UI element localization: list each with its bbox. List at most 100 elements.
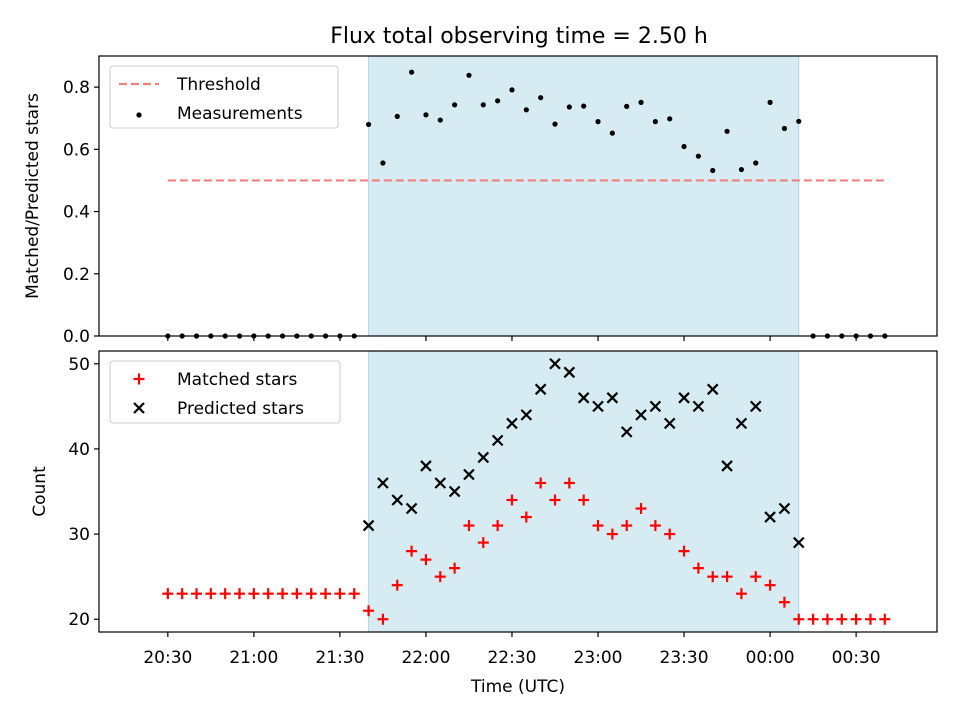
ratio-axes-frame bbox=[98, 55, 938, 337]
legend-label: Matched stars bbox=[177, 370, 297, 390]
ratio-y-axis-label: Matched/Predicted stars bbox=[23, 93, 43, 299]
x-tick-label: 21:30 bbox=[315, 648, 364, 668]
x-tick-label: 23:00 bbox=[574, 648, 623, 668]
measurement-point bbox=[767, 99, 773, 105]
y-tick-label: 0.8 bbox=[63, 78, 90, 98]
measurement-point bbox=[638, 99, 644, 105]
count-panel: 20 30 40 50 20:30 21:00 21:30 22:00 22:30 23:00 23… bbox=[30, 350, 938, 697]
x-tick-label: 20:30 bbox=[143, 648, 192, 668]
measurement-point bbox=[710, 167, 716, 174]
measurement-point bbox=[452, 102, 458, 108]
measurement-point bbox=[753, 160, 759, 166]
ratio-panel: 0.00.20.40.60.8 Matched/Predicted stars … bbox=[23, 55, 938, 347]
legend-predicted-key-b bbox=[133, 402, 145, 414]
observing-window-span-bottom bbox=[368, 351, 799, 632]
predicted-star-point-b bbox=[520, 409, 533, 421]
predicted-star-point-b bbox=[534, 383, 547, 396]
y-tick-label: 20 bbox=[68, 610, 90, 630]
legend-label: Threshold bbox=[176, 75, 261, 95]
measurement-point bbox=[423, 112, 429, 118]
measurement-point bbox=[409, 69, 415, 75]
ratio-axes-ticks: 0.0 0.2 0.4 0.6 0.8 bbox=[63, 78, 857, 347]
predicted-star-point-b bbox=[663, 417, 676, 430]
measurement-point bbox=[495, 98, 501, 104]
y-tick-label: 0.2 bbox=[63, 265, 90, 285]
count-plot-area bbox=[162, 351, 891, 632]
measurement-point bbox=[624, 103, 630, 109]
x-tick-label: 22:00 bbox=[401, 648, 450, 668]
predicted-star-point-b bbox=[721, 460, 733, 472]
legend-label: Predicted stars bbox=[177, 399, 304, 419]
predicted-star-point-b bbox=[706, 383, 719, 396]
measurement-point bbox=[695, 153, 701, 159]
predicted-star-point-b bbox=[592, 400, 604, 413]
x-tick-label: 23:30 bbox=[660, 648, 709, 668]
x-tick-label: 21:00 bbox=[229, 648, 278, 668]
x-tick-label: 00:30 bbox=[832, 648, 881, 668]
predicted-star-point-b bbox=[405, 502, 418, 515]
measurement-point bbox=[609, 130, 615, 136]
measurement-point bbox=[552, 121, 558, 127]
chart-title: Flux total observing time = 2.50 h bbox=[330, 24, 708, 49]
predicted-star-point-b bbox=[749, 400, 762, 413]
x-tick-label: 22:30 bbox=[487, 648, 536, 668]
predicted-star-point-b bbox=[778, 502, 791, 515]
predicted-star-point-b bbox=[549, 357, 561, 370]
measurement-point bbox=[667, 116, 673, 122]
ratio-plot-area bbox=[165, 56, 888, 339]
predicted-star-point-b bbox=[735, 417, 748, 430]
count-legend: Matched stars Predicted stars bbox=[109, 360, 341, 424]
predicted-star-point-b bbox=[606, 392, 619, 404]
observing-window-span-top bbox=[368, 56, 799, 336]
measurement-point bbox=[566, 104, 572, 110]
measurement-point bbox=[581, 103, 587, 109]
count-axes-frame bbox=[98, 350, 938, 633]
x-tick-label: 00:00 bbox=[746, 648, 795, 668]
measurement-point bbox=[796, 118, 802, 124]
predicted-star-point-b bbox=[420, 460, 432, 472]
x-axis-label: Time (UTC) bbox=[470, 677, 565, 697]
ratio-legend: Threshold Measurements bbox=[109, 65, 339, 129]
legend-box bbox=[109, 360, 341, 424]
measurement-point bbox=[523, 107, 529, 113]
predicted-star-point-b bbox=[764, 511, 776, 523]
measurement-point bbox=[437, 117, 443, 123]
predicted-star-point-b bbox=[434, 477, 447, 489]
measurement-point bbox=[365, 121, 372, 128]
predicted-star-point-b bbox=[563, 366, 576, 379]
y-tick-label: 50 bbox=[68, 355, 90, 375]
measurement-point bbox=[681, 143, 687, 150]
predicted-star-point-b bbox=[792, 536, 805, 549]
measurement-point bbox=[466, 72, 472, 78]
count-y-axis-label: Count bbox=[30, 466, 50, 517]
predicted-star-point-b bbox=[649, 400, 662, 413]
predicted-star-point-b bbox=[377, 477, 389, 489]
y-tick-label: 0.6 bbox=[63, 140, 90, 160]
measurement-point bbox=[380, 160, 386, 166]
legend-box bbox=[109, 65, 339, 129]
legend-label: Measurements bbox=[177, 104, 303, 124]
predicted-star-point-b bbox=[391, 494, 404, 506]
predicted-star-point-b bbox=[448, 485, 461, 498]
predicted-star-point-b bbox=[463, 468, 475, 481]
y-tick-label: 0.0 bbox=[63, 327, 90, 347]
measurement-point bbox=[724, 128, 730, 134]
measurement-point bbox=[595, 119, 601, 125]
measurement-point bbox=[738, 166, 745, 173]
predicted-star-point-b bbox=[678, 392, 690, 404]
predicted-star-point-b bbox=[477, 451, 490, 464]
measurement-point bbox=[652, 119, 658, 125]
measurement-point bbox=[781, 125, 788, 132]
y-tick-label: 0.4 bbox=[63, 203, 90, 223]
predicted-star-point-b bbox=[362, 519, 375, 532]
y-tick-label: 40 bbox=[68, 440, 90, 460]
measurement-point bbox=[394, 113, 400, 119]
predicted-star-point-b bbox=[692, 400, 705, 413]
predicted-star-point-b bbox=[491, 434, 504, 447]
predicted-star-point-b bbox=[635, 409, 647, 421]
predicted-star-point-b bbox=[620, 426, 633, 438]
predicted-star-point-b bbox=[506, 417, 518, 430]
count-axes-ticks: 20 30 40 50 20:30 21:00 21:30 22:00 22:30 23:00 23… bbox=[68, 355, 880, 668]
measurement-point bbox=[509, 87, 515, 93]
